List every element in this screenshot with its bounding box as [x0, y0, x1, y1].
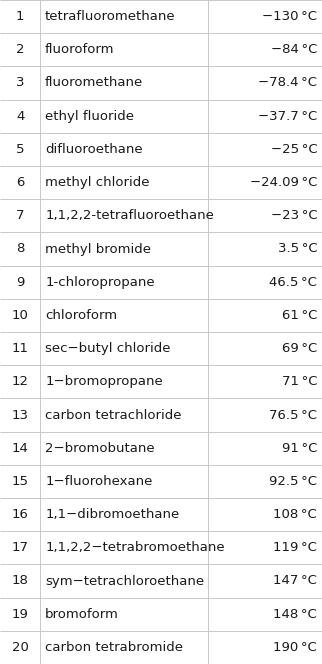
Text: 5: 5: [16, 143, 24, 156]
Text: 19: 19: [12, 608, 29, 621]
Text: 3.5 °C: 3.5 °C: [278, 242, 317, 256]
Text: −24.09 °C: −24.09 °C: [250, 176, 317, 189]
Text: 61 °C: 61 °C: [282, 309, 317, 322]
Text: 91 °C: 91 °C: [282, 442, 317, 455]
Text: carbon tetrachloride: carbon tetrachloride: [45, 408, 182, 422]
Text: 1,1,2,2−tetrabromoethane: 1,1,2,2−tetrabromoethane: [45, 541, 225, 554]
Text: tetrafluoromethane: tetrafluoromethane: [45, 10, 176, 23]
Text: 15: 15: [12, 475, 29, 488]
Text: 7: 7: [16, 209, 24, 222]
Text: 1−bromopropane: 1−bromopropane: [45, 375, 163, 388]
Text: chloroform: chloroform: [45, 309, 117, 322]
Text: −130 °C: −130 °C: [262, 10, 317, 23]
Text: 17: 17: [12, 541, 29, 554]
Text: fluoromethane: fluoromethane: [45, 76, 143, 90]
Text: 13: 13: [12, 408, 29, 422]
Text: 147 °C: 147 °C: [273, 574, 317, 588]
Text: 119 °C: 119 °C: [273, 541, 317, 554]
Text: 190 °C: 190 °C: [273, 641, 317, 654]
Text: 1−fluorohexane: 1−fluorohexane: [45, 475, 152, 488]
Text: 20: 20: [12, 641, 29, 654]
Text: 76.5 °C: 76.5 °C: [269, 408, 317, 422]
Text: 1,1−dibromoethane: 1,1−dibromoethane: [45, 508, 179, 521]
Text: −25 °C: −25 °C: [270, 143, 317, 156]
Text: 108 °C: 108 °C: [273, 508, 317, 521]
Text: 46.5 °C: 46.5 °C: [269, 276, 317, 289]
Text: 71 °C: 71 °C: [282, 375, 317, 388]
Text: −23 °C: −23 °C: [270, 209, 317, 222]
Text: 4: 4: [16, 110, 24, 123]
Text: 1: 1: [16, 10, 24, 23]
Text: 2−bromobutane: 2−bromobutane: [45, 442, 155, 455]
Text: difluoroethane: difluoroethane: [45, 143, 143, 156]
Text: 2: 2: [16, 43, 24, 56]
Text: −84 °C: −84 °C: [271, 43, 317, 56]
Text: 9: 9: [16, 276, 24, 289]
Text: 8: 8: [16, 242, 24, 256]
Text: 6: 6: [16, 176, 24, 189]
Text: 69 °C: 69 °C: [282, 342, 317, 355]
Text: sym−tetrachloroethane: sym−tetrachloroethane: [45, 574, 204, 588]
Text: carbon tetrabromide: carbon tetrabromide: [45, 641, 183, 654]
Text: methyl chloride: methyl chloride: [45, 176, 150, 189]
Text: 18: 18: [12, 574, 29, 588]
Text: fluoroform: fluoroform: [45, 43, 115, 56]
Text: 1-chloropropane: 1-chloropropane: [45, 276, 155, 289]
Text: 3: 3: [16, 76, 24, 90]
Text: bromoform: bromoform: [45, 608, 119, 621]
Text: 1,1,2,2-tetrafluoroethane: 1,1,2,2-tetrafluoroethane: [45, 209, 214, 222]
Text: 92.5 °C: 92.5 °C: [269, 475, 317, 488]
Text: 12: 12: [12, 375, 29, 388]
Text: 16: 16: [12, 508, 29, 521]
Text: sec−butyl chloride: sec−butyl chloride: [45, 342, 171, 355]
Text: methyl bromide: methyl bromide: [45, 242, 151, 256]
Text: 14: 14: [12, 442, 29, 455]
Text: ethyl fluoride: ethyl fluoride: [45, 110, 134, 123]
Text: −78.4 °C: −78.4 °C: [258, 76, 317, 90]
Text: 11: 11: [12, 342, 29, 355]
Text: 148 °C: 148 °C: [273, 608, 317, 621]
Text: −37.7 °C: −37.7 °C: [258, 110, 317, 123]
Text: 10: 10: [12, 309, 29, 322]
